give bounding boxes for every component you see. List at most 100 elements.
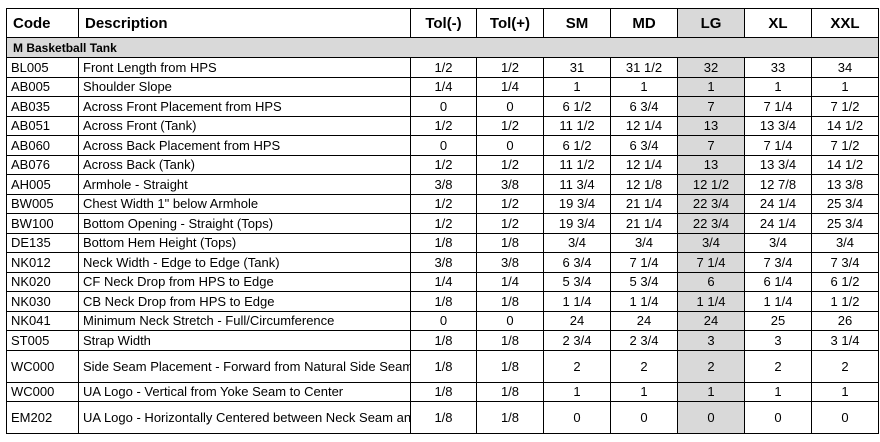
cell-code: AB060: [6, 135, 79, 156]
cell-size-md: 2: [610, 349, 678, 383]
cell-tol-minus: 1/2: [410, 57, 477, 78]
cell-size-lg: 6: [677, 271, 745, 292]
table-row: BL005 Front Length from HPS 1/2 1/2 31 31 1/2…: [6, 57, 879, 78]
cell-description: Chest Width 1" below Armhole: [78, 193, 411, 214]
cell-code: BW005: [6, 193, 79, 214]
cell-tol-plus: 0: [476, 135, 544, 156]
cell-code: NK041: [6, 310, 79, 331]
cell-size-lg: 2: [677, 349, 745, 383]
cell-size-xxl: 6 1/2: [811, 271, 879, 292]
cell-size-xl: 33: [744, 57, 812, 78]
cell-tol-minus: 1/8: [410, 401, 477, 434]
cell-description: Armhole - Straight: [78, 174, 411, 195]
table-row: AB005 Shoulder Slope 1/4 1/4 1 1 1 1 1: [6, 76, 879, 97]
cell-tol-plus: 1/2: [476, 115, 544, 136]
cell-tol-plus: 1/4: [476, 76, 544, 97]
cell-size-md: 3/4: [610, 232, 678, 253]
cell-size-xl: 6 1/4: [744, 271, 812, 292]
cell-tol-minus: 1/4: [410, 271, 477, 292]
cell-code: AH005: [6, 174, 79, 195]
cell-size-md: 5 3/4: [610, 271, 678, 292]
cell-code: AB051: [6, 115, 79, 136]
cell-code: EM202: [6, 401, 79, 434]
cell-size-sm: 0: [543, 401, 611, 434]
cell-description: Minimum Neck Stretch - Full/Circumferenc…: [78, 310, 411, 331]
cell-size-lg: 7 1/4: [677, 252, 745, 273]
spec-body: M Basketball Tank BL005 Front Length from…: [6, 37, 879, 434]
cell-size-sm: 1: [543, 381, 611, 402]
cell-description: UA Logo - Horizontally Centered between …: [78, 401, 411, 434]
cell-description: Bottom Hem Height (Tops): [78, 232, 411, 253]
cell-size-xxl: 34: [811, 57, 879, 78]
cell-tol-plus: 1/8: [476, 381, 544, 402]
cell-size-sm: 2 3/4: [543, 330, 611, 351]
cell-description: UA Logo - Vertical from Yoke Seam to Cen…: [78, 381, 411, 402]
cell-size-xxl: 14 1/2: [811, 115, 879, 136]
cell-size-lg: 32: [677, 57, 745, 78]
cell-size-xl: 24 1/4: [744, 213, 812, 234]
cell-size-lg: 7: [677, 96, 745, 117]
cell-size-sm: 24: [543, 310, 611, 331]
cell-size-xxl: 7 1/2: [811, 135, 879, 156]
table-row: BW100 Bottom Opening - Straight (Tops) 1/2…: [6, 213, 879, 234]
cell-size-xxl: 2: [811, 349, 879, 383]
table-row: AB051 Across Front (Tank) 1/2 1/2 11 1/2 12 1…: [6, 115, 879, 136]
header-size-lg: LG: [677, 8, 745, 38]
cell-code: AB035: [6, 96, 79, 117]
cell-size-md: 6 3/4: [610, 135, 678, 156]
cell-size-xl: 1: [744, 76, 812, 97]
cell-size-xl: 12 7/8: [744, 174, 812, 195]
cell-tol-minus: 0: [410, 96, 477, 117]
cell-size-xxl: 1 1/2: [811, 291, 879, 312]
cell-size-lg: 13: [677, 154, 745, 175]
cell-code: DE135: [6, 232, 79, 253]
cell-tol-minus: 1/2: [410, 193, 477, 214]
cell-description: Side Seam Placement - Forward from Natur…: [78, 349, 411, 383]
cell-tol-plus: 1/8: [476, 291, 544, 312]
cell-tol-plus: 1/8: [476, 232, 544, 253]
cell-size-xxl: 3/4: [811, 232, 879, 253]
cell-size-md: 6 3/4: [610, 96, 678, 117]
cell-size-sm: 19 3/4: [543, 213, 611, 234]
cell-size-lg: 13: [677, 115, 745, 136]
cell-size-lg: 24: [677, 310, 745, 331]
cell-size-xxl: 7 3/4: [811, 252, 879, 273]
cell-description: Shoulder Slope: [78, 76, 411, 97]
cell-size-lg: 1: [677, 381, 745, 402]
table-row: EM202 UA Logo - Horizontally Centered bet…: [6, 401, 879, 434]
cell-tol-plus: 1/2: [476, 193, 544, 214]
cell-size-sm: 11 1/2: [543, 115, 611, 136]
cell-size-xl: 1 1/4: [744, 291, 812, 312]
cell-size-lg: 12 1/2: [677, 174, 745, 195]
cell-description: Across Front (Tank): [78, 115, 411, 136]
table-row: NK041 Minimum Neck Stretch - Full/Circumf…: [6, 310, 879, 331]
cell-size-xxl: 1: [811, 381, 879, 402]
cell-size-sm: 6 1/2: [543, 135, 611, 156]
cell-size-md: 31 1/2: [610, 57, 678, 78]
cell-size-xl: 24 1/4: [744, 193, 812, 214]
cell-size-xl: 13 3/4: [744, 154, 812, 175]
cell-size-sm: 2: [543, 349, 611, 383]
cell-size-lg: 0: [677, 401, 745, 434]
cell-tol-plus: 0: [476, 96, 544, 117]
cell-size-xxl: 25 3/4: [811, 193, 879, 214]
cell-tol-plus: 1/2: [476, 213, 544, 234]
cell-tol-minus: 1/8: [410, 381, 477, 402]
header-size-xl: XL: [744, 8, 812, 38]
cell-size-md: 21 1/4: [610, 193, 678, 214]
cell-description: Across Back Placement from HPS: [78, 135, 411, 156]
header-tol-minus: Tol(-): [410, 8, 477, 38]
cell-tol-minus: 1/8: [410, 330, 477, 351]
table-row: DE135 Bottom Hem Height (Tops) 1/8 1/8 3/4 3/…: [6, 232, 879, 253]
cell-size-md: 12 1/8: [610, 174, 678, 195]
spec-table: Code Description Tol(-) Tol(+) SM MD LG …: [6, 8, 879, 434]
cell-size-md: 1: [610, 76, 678, 97]
table-row: NK020 CF Neck Drop from HPS to Edge 1/4 1/4…: [6, 271, 879, 292]
cell-tol-minus: 3/8: [410, 252, 477, 273]
cell-size-xxl: 14 1/2: [811, 154, 879, 175]
cell-size-xl: 2: [744, 349, 812, 383]
cell-size-lg: 3/4: [677, 232, 745, 253]
cell-size-lg: 1: [677, 76, 745, 97]
cell-code: NK020: [6, 271, 79, 292]
cell-size-sm: 6 1/2: [543, 96, 611, 117]
